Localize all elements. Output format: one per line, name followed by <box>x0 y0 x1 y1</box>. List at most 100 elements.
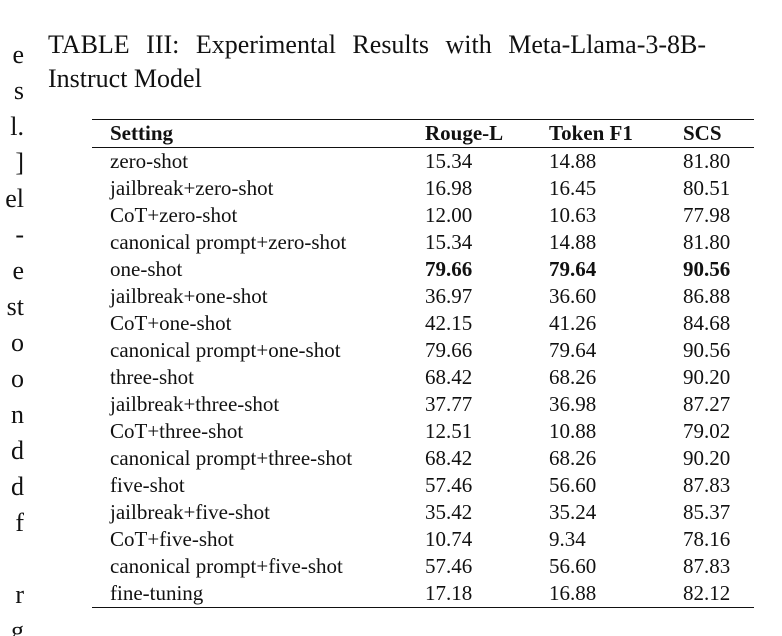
table-row: canonical prompt+five-shot 57.46 56.60 87.8… <box>92 553 754 580</box>
cell-rouge-l: 68.42 <box>425 446 473 470</box>
header-token-f1: Token F1 <box>549 121 633 145</box>
cell-rouge-l: 42.15 <box>425 311 473 335</box>
table-body: zero-shot 15.34 14.88 81.80 jailbreak+zero-s… <box>92 148 754 608</box>
cell-scs: 80.51 <box>683 176 731 200</box>
cell-setting: CoT+zero-shot <box>110 203 238 227</box>
cell-token-f1: 41.26 <box>549 311 597 335</box>
cell-token-f1: 35.24 <box>549 500 597 524</box>
cell-token-f1: 10.63 <box>549 203 597 227</box>
margin-fragment: f <box>15 508 24 537</box>
margin-fragment: l. <box>10 112 24 141</box>
cell-rouge-l: 68.42 <box>425 365 473 389</box>
cell-token-f1: 14.88 <box>549 149 597 173</box>
cell-scs: 86.88 <box>683 284 731 308</box>
cell-token-f1: 79.64 <box>549 338 597 362</box>
margin-fragment: o <box>11 364 24 393</box>
table-row: CoT+one-shot 42.15 41.26 84.68 <box>92 310 754 337</box>
cell-token-f1: 16.88 <box>549 581 597 605</box>
table-row: three-shot 68.42 68.26 90.20 <box>92 364 754 391</box>
table-caption: TABLE III: Experimental Results with Met… <box>48 28 782 96</box>
table-row: one-shot 79.66 79.64 90.56 <box>92 256 754 283</box>
margin-fragment: e <box>12 40 24 69</box>
cell-setting: zero-shot <box>110 149 189 173</box>
cell-rouge-l: 15.34 <box>425 149 473 173</box>
cell-scs: 87.27 <box>683 392 731 416</box>
cell-setting: CoT+five-shot <box>110 527 234 551</box>
cell-token-f1: 10.88 <box>549 419 597 443</box>
cell-setting: jailbreak+three-shot <box>110 392 280 416</box>
table-row: zero-shot 15.34 14.88 81.80 <box>92 148 754 176</box>
margin-fragment: - <box>15 220 24 249</box>
margin-fragment: s <box>13 76 24 105</box>
margin-fragment: d <box>11 436 24 465</box>
cell-scs: 90.56 <box>683 338 731 362</box>
table-row: CoT+zero-shot 12.00 10.63 77.98 <box>92 202 754 229</box>
cell-rouge-l: 12.00 <box>425 203 473 227</box>
cell-scs: 81.80 <box>683 230 731 254</box>
table-row: canonical prompt+three-shot 68.42 68.26 90.… <box>92 445 754 472</box>
cell-scs: 78.16 <box>683 527 731 551</box>
cell-token-f1: 9.34 <box>549 527 586 551</box>
cell-scs: 77.98 <box>683 203 731 227</box>
cell-setting: canonical prompt+five-shot <box>110 554 343 578</box>
header-setting: Setting <box>110 121 173 145</box>
cell-rouge-l: 16.98 <box>425 176 473 200</box>
margin-fragment: el <box>5 184 24 213</box>
cell-scs: 85.37 <box>683 500 731 524</box>
cell-setting: canonical prompt+zero-shot <box>110 230 347 254</box>
table-row: CoT+five-shot 10.74 9.34 78.16 <box>92 526 754 553</box>
cell-rouge-l: 10.74 <box>425 527 473 551</box>
cell-token-f1: 36.60 <box>549 284 597 308</box>
cell-token-f1: 68.26 <box>549 365 597 389</box>
table-row: jailbreak+zero-shot 16.98 16.45 80.51 <box>92 175 754 202</box>
table-row: fine-tuning 17.18 16.88 82.12 <box>92 580 754 608</box>
margin-fragment: d <box>11 472 24 501</box>
cell-token-f1: 56.60 <box>549 554 597 578</box>
cell-scs: 90.20 <box>683 365 731 389</box>
cell-token-f1: 14.88 <box>549 230 597 254</box>
table-row: CoT+three-shot 12.51 10.88 79.02 <box>92 418 754 445</box>
cell-scs: 87.83 <box>683 473 731 497</box>
header-rouge-l: Rouge-L <box>425 121 504 145</box>
margin-fragment: g <box>11 616 24 636</box>
margin-fragment: r <box>15 580 24 609</box>
cell-rouge-l: 57.46 <box>425 554 473 578</box>
cell-setting: jailbreak+five-shot <box>110 500 270 524</box>
margin-fragment: st <box>6 292 24 321</box>
cell-rouge-l: 17.18 <box>425 581 473 605</box>
cell-token-f1: 36.98 <box>549 392 597 416</box>
cell-rouge-l: 79.66 <box>425 257 473 281</box>
cell-scs: 81.80 <box>683 149 731 173</box>
cell-setting: CoT+one-shot <box>110 311 232 335</box>
table-row: canonical prompt+zero-shot 15.34 14.88 81.8… <box>92 229 754 256</box>
cell-scs: 87.83 <box>683 554 731 578</box>
cell-setting: canonical prompt+one-shot <box>110 338 341 362</box>
left-column-text-fragment: e s l. ] el - e st o o n d d f r g <box>0 0 24 636</box>
cell-scs: 90.20 <box>683 446 731 470</box>
margin-fragment: e <box>12 256 24 285</box>
cell-scs: 82.12 <box>683 581 731 605</box>
table-row: five-shot 57.46 56.60 87.83 <box>92 472 754 499</box>
cell-token-f1: 16.45 <box>549 176 597 200</box>
table-row: jailbreak+three-shot 37.77 36.98 87.27 <box>92 391 754 418</box>
cell-token-f1: 56.60 <box>549 473 597 497</box>
cell-setting: canonical prompt+three-shot <box>110 446 353 470</box>
cell-setting: jailbreak+one-shot <box>110 284 268 308</box>
table-row: jailbreak+five-shot 35.42 35.24 85.37 <box>92 499 754 526</box>
cell-setting: jailbreak+zero-shot <box>110 176 274 200</box>
cell-rouge-l: 57.46 <box>425 473 473 497</box>
cell-setting: fine-tuning <box>110 581 204 605</box>
margin-fragment: o <box>11 328 24 357</box>
cell-scs: 79.02 <box>683 419 731 443</box>
cell-setting: one-shot <box>110 257 183 281</box>
cell-rouge-l: 15.34 <box>425 230 473 254</box>
table-row: jailbreak+one-shot 36.97 36.60 86.88 <box>92 283 754 310</box>
cell-scs: 90.56 <box>683 257 731 281</box>
cell-rouge-l: 37.77 <box>425 392 473 416</box>
caption-line-2: Instruct Model <box>48 64 202 93</box>
cell-token-f1: 68.26 <box>549 446 597 470</box>
cell-setting: three-shot <box>110 365 194 389</box>
header-scs: SCS <box>683 121 722 145</box>
cell-setting: CoT+three-shot <box>110 419 244 443</box>
margin-fragment: ] <box>15 148 24 177</box>
